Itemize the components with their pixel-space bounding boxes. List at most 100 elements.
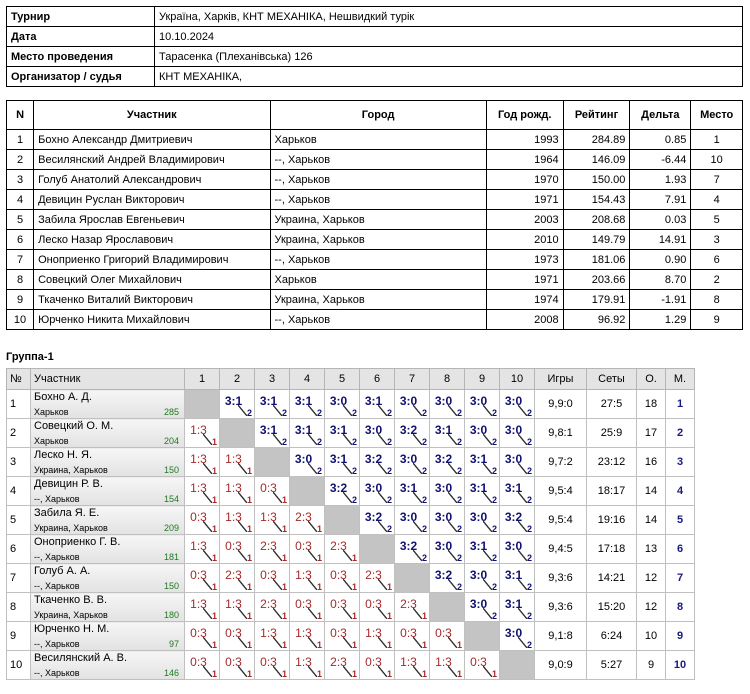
match-score: 0:3 — [225, 655, 242, 669]
match-result-cell: 3:2 2 — [394, 534, 430, 564]
match-score: 0:3 — [295, 597, 312, 611]
match-points: 1 — [316, 524, 322, 534]
points-total: 14 — [636, 476, 666, 506]
row-number: 2 — [6, 418, 31, 448]
grid-row: 4 Девицин Р. В. --, Харьков 154 1:3 1 1:3 1 0:3 1… — [6, 476, 695, 506]
match-score: 3:0 — [469, 423, 488, 437]
match-points: 2 — [526, 495, 532, 505]
match-score: 0:3 — [330, 626, 347, 640]
match-points: 2 — [491, 495, 497, 505]
match-result-cell: 0:3 1 — [254, 650, 290, 680]
games-total: 9,7:2 — [534, 447, 587, 477]
participant-cell: 1964 — [485, 149, 564, 170]
match-points: 2 — [421, 553, 427, 563]
match-points: 1 — [246, 582, 252, 592]
games-total: 9,4:5 — [534, 534, 587, 564]
self-match-cell — [394, 563, 430, 593]
match-result-cell: 3:2 2 — [359, 505, 395, 535]
player-name: Юрченко Н. М. — [34, 623, 110, 635]
participant-cell: 0.85 — [629, 129, 692, 150]
match-points: 1 — [386, 640, 392, 650]
participant-row: 10 Юрченко Никита Михайлович --, Харьков 20… — [5, 309, 743, 330]
match-score: 2:3 — [260, 539, 277, 553]
match-score: 3:1 — [469, 452, 488, 466]
match-result-cell: 3:0 2 — [464, 592, 500, 622]
match-score: 2:3 — [400, 597, 417, 611]
match-result-cell: 0:3 1 — [289, 534, 325, 564]
participant-cell: 9 — [690, 309, 743, 330]
info-label: Турнир — [6, 6, 155, 27]
player-cell: Весилянский А. В. --, Харьков 146 — [30, 650, 185, 680]
match-score: 1:3 — [190, 481, 207, 495]
slash-icon — [483, 492, 492, 503]
row-number: 8 — [6, 592, 31, 622]
match-result-cell: 1:3 1 — [429, 650, 465, 680]
match-points: 1 — [211, 640, 217, 650]
place-value: 9 — [665, 621, 695, 651]
match-score: 1:3 — [400, 655, 417, 669]
player-rating: 150 — [163, 465, 179, 475]
grid-row: 6 Оноприенко Г. В. --, Харьков 181 1:3 1 0:3 1 2… — [6, 534, 695, 564]
points-total: 14 — [636, 505, 666, 535]
match-result-cell: 1:3 1 — [184, 418, 220, 448]
match-result-cell: 2:3 1 — [359, 563, 395, 593]
participant-cell: 2 — [690, 269, 743, 290]
match-result-cell: 3:0 2 — [499, 418, 535, 448]
match-score: 3:2 — [399, 539, 418, 553]
match-result-cell: 1:3 1 — [394, 650, 430, 680]
match-points: 1 — [386, 582, 392, 592]
participant-cell: 4 — [5, 189, 35, 210]
info-value: Україна, Харків, КНТ МЕХАНІКА, Нешвидкий… — [154, 6, 743, 27]
match-result-cell: 0:3 1 — [464, 650, 500, 680]
self-match-cell — [289, 476, 325, 506]
points-total: 17 — [636, 418, 666, 448]
participant-cell: 7 — [690, 169, 743, 190]
match-result-cell: 0:3 1 — [184, 563, 220, 593]
match-score: 1:3 — [225, 510, 242, 524]
slash-icon — [308, 608, 317, 619]
player-name: Бохно А. Д. — [34, 391, 92, 403]
grid-row: 2 Совецкий О. М. Харьков 204 1:3 1 3:1 2 3:1 2 3:1… — [6, 418, 695, 448]
slash-icon — [238, 608, 247, 619]
games-total: 9,9:0 — [534, 389, 587, 419]
points-total: 9 — [636, 650, 666, 680]
slash-icon — [413, 463, 422, 474]
participant-cell: Девицин Руслан Викторович — [33, 189, 271, 210]
match-score: 1:3 — [295, 626, 312, 640]
self-match-cell — [429, 592, 465, 622]
match-score: 2:3 — [330, 655, 347, 669]
participant-cell: --, Харьков — [269, 189, 487, 210]
player-city: --, Харьков — [34, 581, 80, 591]
slash-icon — [413, 405, 422, 416]
grid-header: 8 — [429, 368, 465, 390]
place-value: 7 — [665, 563, 695, 593]
match-score: 2:3 — [295, 510, 312, 524]
match-points: 2 — [491, 553, 497, 563]
match-points: 1 — [211, 495, 217, 505]
slash-icon — [413, 492, 422, 503]
participant-cell: 1973 — [485, 249, 564, 270]
player-name: Совецкий О. М. — [34, 420, 114, 432]
slash-icon — [273, 521, 282, 532]
slash-icon — [518, 405, 527, 416]
slash-icon — [378, 521, 387, 532]
participant-cell: 6 — [690, 249, 743, 270]
match-result-cell: 3:1 2 — [254, 389, 290, 419]
grid-row: 10 Весилянский А. В. --, Харьков 146 0:3 1 0:3… — [6, 650, 695, 680]
participant-cell: 181.06 — [562, 249, 631, 270]
participant-row: 1 Бохно Александр Дмитриевич Харьков 1993 28… — [5, 129, 743, 150]
match-points: 1 — [316, 582, 322, 592]
match-points: 2 — [491, 611, 497, 621]
participants-header: Город — [269, 100, 487, 130]
player-cell: Девицин Р. В. --, Харьков 154 — [30, 476, 185, 506]
match-result-cell: 0:3 1 — [184, 621, 220, 651]
match-score: 3:2 — [364, 510, 383, 524]
match-points: 1 — [211, 582, 217, 592]
participant-cell: 10 — [690, 149, 743, 170]
match-points: 1 — [211, 553, 217, 563]
match-score: 3:0 — [329, 394, 348, 408]
points-total: 18 — [636, 389, 666, 419]
grid-header: 1 — [184, 368, 220, 390]
match-score: 3:2 — [364, 452, 383, 466]
match-result-cell: 0:3 1 — [184, 505, 220, 535]
